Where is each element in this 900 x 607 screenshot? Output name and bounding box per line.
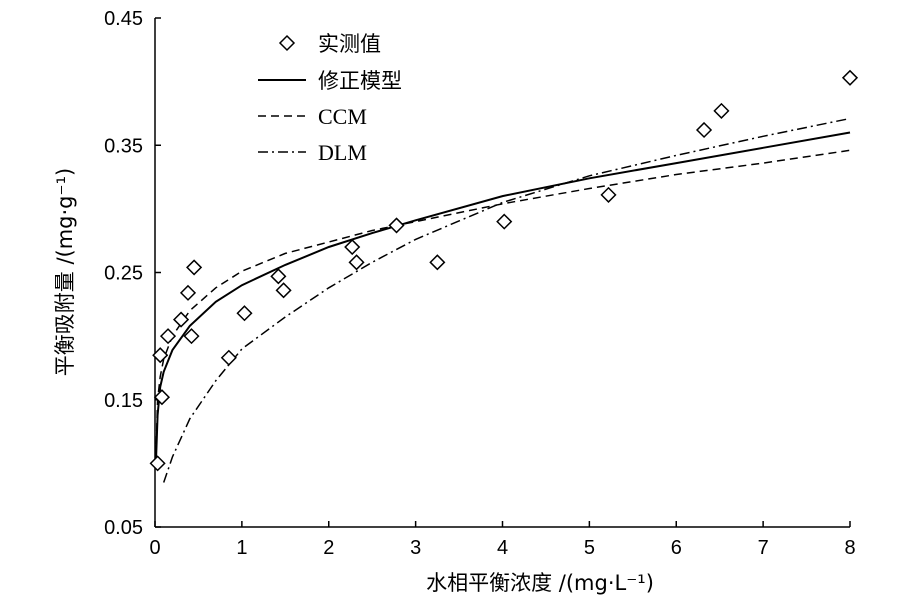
legend-item-dlm: DLM <box>258 140 367 165</box>
x-tick-label: 2 <box>323 537 334 559</box>
data-point-diamond <box>152 347 169 364</box>
x-tick-label: 1 <box>236 537 247 559</box>
y-tick-label: 0.05 <box>104 517 143 539</box>
data-point-diamond <box>149 455 166 472</box>
legend-item-ccm: CCM <box>258 104 367 129</box>
x-axis-ticks: 0 1 2 3 4 5 6 7 8 <box>149 521 856 559</box>
legend-item-modified-model: 修正模型 <box>258 69 402 93</box>
data-point-diamond <box>275 282 292 299</box>
y-tick-label: 0.35 <box>104 135 143 157</box>
series-line-dashed <box>155 149 851 458</box>
x-axis-title: 水相平衡浓度 /(mg·L⁻¹) <box>426 571 654 595</box>
y-tick-label: 0.15 <box>104 390 143 412</box>
data-point-diamond <box>270 268 287 285</box>
y-tick-label: 0.45 <box>104 8 143 30</box>
data-point-diamond <box>236 305 253 322</box>
data-point-diamond <box>348 254 365 271</box>
series-line-dashdot <box>162 117 851 483</box>
data-point-diamond <box>186 259 203 276</box>
legend-label-modified-model: 修正模型 <box>318 69 402 93</box>
data-point-diamond <box>344 238 361 256</box>
x-tick-label: 7 <box>758 537 769 559</box>
x-tick-label: 3 <box>410 537 421 559</box>
measured-points <box>149 69 859 472</box>
y-tick-label: 0.25 <box>104 263 143 285</box>
model-curves <box>154 117 851 483</box>
data-point-diamond <box>695 121 713 139</box>
legend-label-dlm: DLM <box>318 140 367 165</box>
y-axis-title: 平衡吸附量 /(mg·g⁻¹) <box>53 168 77 376</box>
x-tick-label: 4 <box>497 537 508 559</box>
data-point-diamond <box>179 284 197 301</box>
data-point-diamond <box>153 389 171 406</box>
data-point-diamond <box>496 213 513 230</box>
data-point-diamond <box>600 186 617 203</box>
series-line-solid <box>154 131 851 464</box>
data-point-diamond <box>841 69 859 86</box>
x-tick-label: 5 <box>584 537 595 559</box>
data-point-diamond <box>173 311 190 328</box>
legend-diamond-marker <box>278 34 296 52</box>
x-tick-label: 6 <box>671 537 682 559</box>
legend-label-measured: 实测值 <box>318 32 381 56</box>
data-point-diamond <box>220 349 237 366</box>
legend: 实测值 修正模型 CCM DLM <box>258 32 402 165</box>
data-point-diamond <box>388 217 405 234</box>
legend-label-ccm: CCM <box>318 104 367 129</box>
data-point-diamond <box>429 254 446 271</box>
x-tick-label: 8 <box>844 537 855 559</box>
x-tick-label: 0 <box>149 537 160 559</box>
legend-item-measured: 实测值 <box>278 32 381 56</box>
y-axis-ticks: 0.05 0.15 0.25 0.35 0.45 <box>104 8 161 539</box>
data-point-diamond <box>183 328 200 345</box>
data-point-diamond <box>159 328 177 345</box>
data-point-diamond <box>713 102 730 119</box>
